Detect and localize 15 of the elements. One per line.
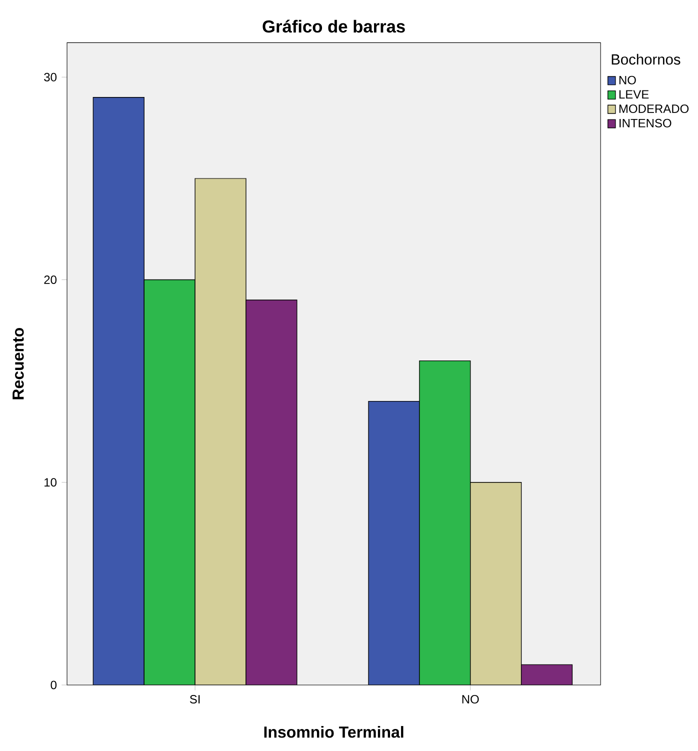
y-tick-label: 0 — [50, 680, 57, 690]
bar — [246, 300, 298, 685]
y-tick-label: 10 — [44, 478, 57, 487]
legend-label: NO — [620, 76, 636, 84]
x-tick-label: SI — [190, 695, 200, 704]
y-tick-label: 20 — [44, 275, 57, 284]
y-tick-label: 30 — [44, 72, 57, 82]
y-axis-title: Recuento — [12, 328, 24, 400]
legend-label: LEVE — [620, 90, 649, 98]
legend-label: INTENSO — [620, 118, 672, 128]
legend-label: MODERADO — [620, 104, 689, 114]
chart-title: Gráfico de barras — [262, 20, 406, 33]
legend-title: Bochornos — [612, 54, 680, 65]
bar — [521, 664, 573, 685]
x-axis-title: Insomnio Terminal — [264, 726, 404, 738]
